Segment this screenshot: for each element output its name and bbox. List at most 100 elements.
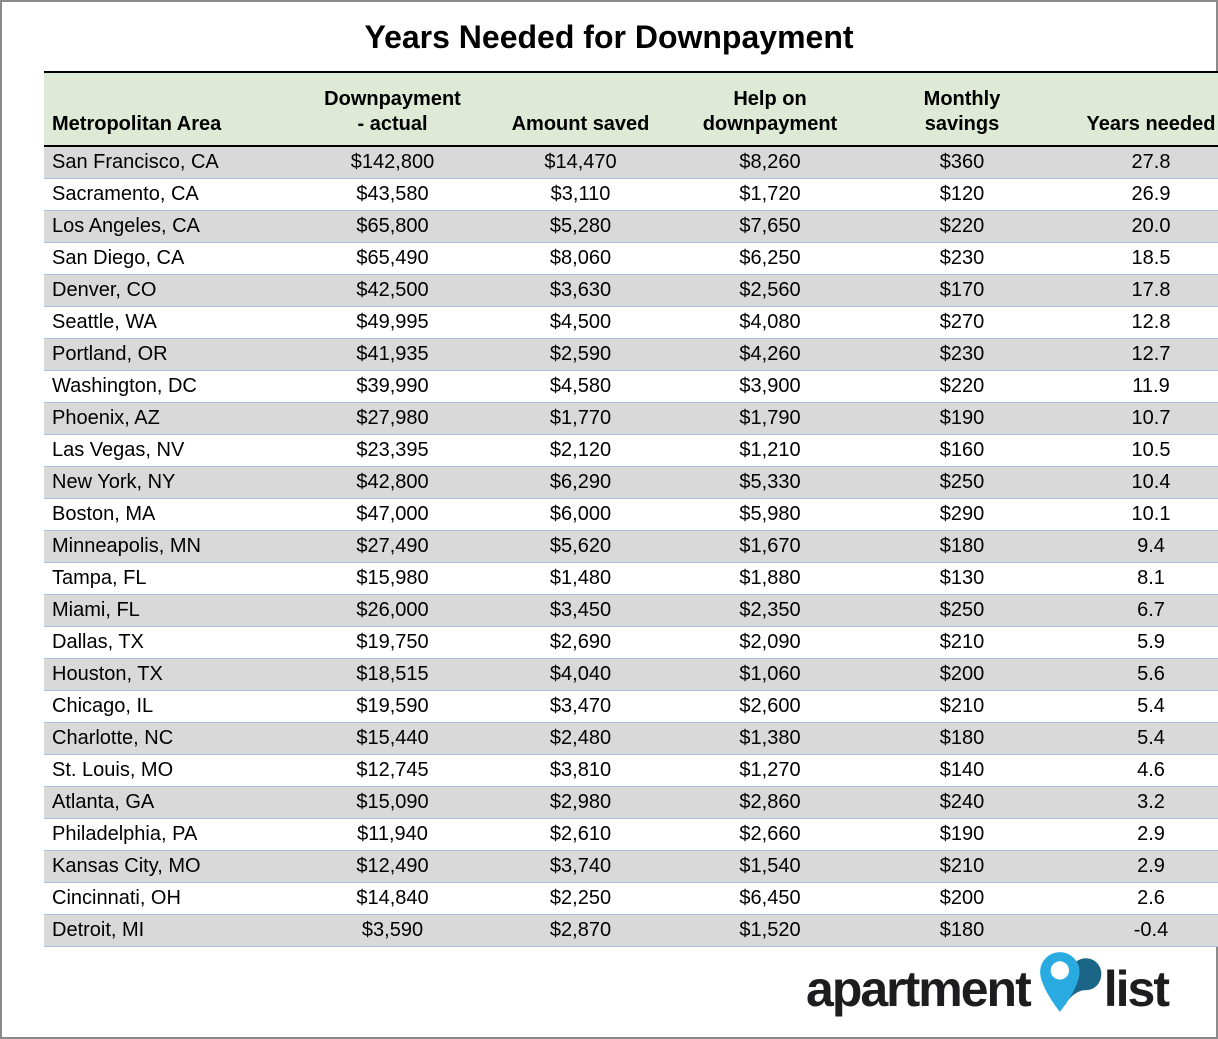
value-cell: $360: [866, 146, 1058, 179]
value-cell: $41,935: [298, 338, 487, 371]
value-cell: $2,690: [487, 626, 674, 659]
value-cell: 4.6: [1058, 754, 1218, 787]
value-cell: $7,650: [674, 210, 866, 243]
metro-area-cell: Minneapolis, MN: [44, 530, 298, 563]
map-pin-light-shape: [1039, 952, 1080, 1012]
metro-area-cell: Boston, MA: [44, 498, 298, 531]
metro-area-cell: Washington, DC: [44, 370, 298, 403]
table-row: St. Louis, MO $12,745 $3,810 $1,270 $140 4.6: [44, 754, 1218, 787]
value-cell: $1,880: [674, 562, 866, 595]
value-cell: $1,380: [674, 722, 866, 755]
column-header: Amount saved: [487, 71, 674, 147]
value-cell: $12,745: [298, 754, 487, 787]
value-cell: $12,490: [298, 850, 487, 883]
value-cell: $210: [866, 690, 1058, 723]
metro-area-cell: Dallas, TX: [44, 626, 298, 659]
value-cell: $3,470: [487, 690, 674, 723]
value-cell: $3,630: [487, 274, 674, 307]
logo-word-apartment: apartment: [806, 961, 1032, 1017]
table-row: Denver, CO $42,500 $3,630 $2,560 $170 17.8: [44, 274, 1218, 307]
table-row: Houston, TX $18,515 $4,040 $1,060 $200 5.6: [44, 658, 1218, 691]
value-cell: $1,670: [674, 530, 866, 563]
metro-area-cell: Philadelphia, PA: [44, 818, 298, 851]
value-cell: $4,260: [674, 338, 866, 371]
metro-area-cell: San Diego, CA: [44, 242, 298, 275]
table-row: Philadelphia, PA $11,940 $2,610 $2,660 $190 2…: [44, 818, 1218, 851]
metro-area-cell: Portland, OR: [44, 338, 298, 371]
value-cell: $15,090: [298, 786, 487, 819]
value-cell: 17.8: [1058, 274, 1218, 307]
value-cell: $14,840: [298, 882, 487, 915]
value-cell: $18,515: [298, 658, 487, 691]
value-cell: $1,770: [487, 402, 674, 435]
value-cell: $2,600: [674, 690, 866, 723]
table-row: Seattle, WA $49,995 $4,500 $4,080 $270 12.8: [44, 306, 1218, 339]
value-cell: $210: [866, 850, 1058, 883]
value-cell: $200: [866, 882, 1058, 915]
metro-area-cell: Miami, FL: [44, 594, 298, 627]
value-cell: $19,750: [298, 626, 487, 659]
value-cell: $2,980: [487, 786, 674, 819]
metro-area-cell: Kansas City, MO: [44, 850, 298, 883]
value-cell: $180: [866, 914, 1058, 947]
value-cell: $2,590: [487, 338, 674, 371]
value-cell: 11.9: [1058, 370, 1218, 403]
value-cell: $2,090: [674, 626, 866, 659]
value-cell: 5.9: [1058, 626, 1218, 659]
value-cell: 5.6: [1058, 658, 1218, 691]
table-row: Dallas, TX $19,750 $2,690 $2,090 $210 5.9: [44, 626, 1218, 659]
table-body: San Francisco, CA $142,800 $14,470 $8,260 $3…: [44, 146, 1218, 947]
value-cell: 10.7: [1058, 402, 1218, 435]
value-cell: 8.1: [1058, 562, 1218, 595]
table-row: Washington, DC $39,990 $4,580 $3,900 $220 11.…: [44, 370, 1218, 403]
value-cell: $2,480: [487, 722, 674, 755]
value-cell: -0.4: [1058, 914, 1218, 947]
metro-area-cell: Seattle, WA: [44, 306, 298, 339]
value-cell: $42,800: [298, 466, 487, 499]
value-cell: $15,980: [298, 562, 487, 595]
value-cell: $5,330: [674, 466, 866, 499]
table-row: San Francisco, CA $142,800 $14,470 $8,260 $3…: [44, 146, 1218, 179]
table-row: Los Angeles, CA $65,800 $5,280 $7,650 $220 20…: [44, 210, 1218, 243]
metro-area-cell: Tampa, FL: [44, 562, 298, 595]
table-row: New York, NY $42,800 $6,290 $5,330 $250 10.4: [44, 466, 1218, 499]
table-row: Charlotte, NC $15,440 $2,480 $1,380 $180 5.4: [44, 722, 1218, 755]
value-cell: 26.9: [1058, 178, 1218, 211]
value-cell: $4,580: [487, 370, 674, 403]
metro-area-cell: Atlanta, GA: [44, 786, 298, 819]
value-cell: $47,000: [298, 498, 487, 531]
value-cell: $1,720: [674, 178, 866, 211]
metro-area-cell: Houston, TX: [44, 658, 298, 691]
value-cell: 10.1: [1058, 498, 1218, 531]
value-cell: $230: [866, 338, 1058, 371]
value-cell: $130: [866, 562, 1058, 595]
value-cell: 9.4: [1058, 530, 1218, 563]
value-cell: $2,350: [674, 594, 866, 627]
value-cell: $2,120: [487, 434, 674, 467]
metro-area-cell: Chicago, IL: [44, 690, 298, 723]
value-cell: $190: [866, 818, 1058, 851]
value-cell: $290: [866, 498, 1058, 531]
value-cell: $42,500: [298, 274, 487, 307]
downpayment-table: Metropolitan Area Downpayment - actual Amo…: [44, 71, 1218, 947]
value-cell: $2,870: [487, 914, 674, 947]
metro-area-cell: San Francisco, CA: [44, 146, 298, 179]
value-cell: $2,860: [674, 786, 866, 819]
table-row: Atlanta, GA $15,090 $2,980 $2,860 $240 3.2: [44, 786, 1218, 819]
value-cell: $220: [866, 370, 1058, 403]
value-cell: $3,810: [487, 754, 674, 787]
value-cell: 5.4: [1058, 722, 1218, 755]
value-cell: $27,980: [298, 402, 487, 435]
table-header: Metropolitan Area Downpayment - actual Amo…: [44, 71, 1218, 147]
value-cell: $6,450: [674, 882, 866, 915]
column-header: Help on downpayment: [674, 71, 866, 147]
value-cell: $3,900: [674, 370, 866, 403]
value-cell: $5,980: [674, 498, 866, 531]
value-cell: $43,580: [298, 178, 487, 211]
value-cell: $2,560: [674, 274, 866, 307]
value-cell: 5.4: [1058, 690, 1218, 723]
value-cell: $8,060: [487, 242, 674, 275]
value-cell: $4,040: [487, 658, 674, 691]
value-cell: $180: [866, 530, 1058, 563]
value-cell: $170: [866, 274, 1058, 307]
